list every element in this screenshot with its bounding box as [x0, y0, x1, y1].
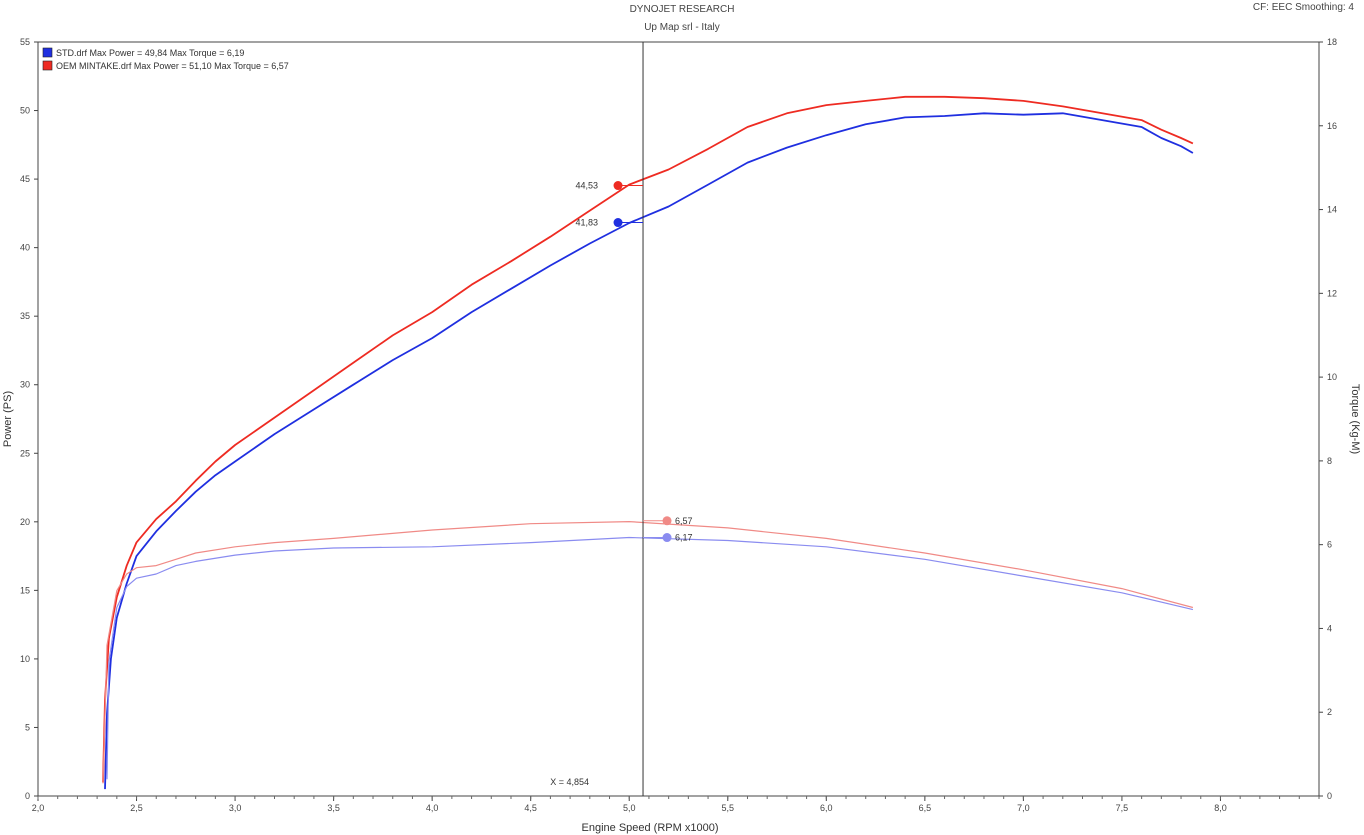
- power-marker-label: 41,83: [575, 218, 598, 228]
- legend: STD.drf Max Power = 49,84 Max Torque = 6…: [42, 47, 289, 71]
- x-tick-label: 2,0: [32, 803, 45, 813]
- series-line-power-1: [102, 95, 1194, 783]
- axis-ticks: 2,0 2,5 3,0 3,5 4,0 4,5 5,0 5,5 6,0 6,5 7,0 7,5 8,0 0…: [20, 37, 1337, 813]
- x-tick-label: 5,5: [722, 803, 735, 813]
- series-line-torque-3: [102, 520, 1194, 784]
- y-axis-label: Power (PS): [2, 391, 14, 447]
- power-marker: [613, 218, 623, 228]
- y-tick-label: 50: [20, 106, 30, 116]
- x-tick-label: 3,5: [327, 803, 340, 813]
- y-tick-label: 5: [25, 722, 30, 732]
- y-tick-label: 15: [20, 585, 30, 595]
- correction-info: CF: EEC Smoothing: 4: [1252, 2, 1354, 13]
- y2-tick-label: 16: [1327, 121, 1337, 131]
- y-tick-label: 20: [20, 517, 30, 527]
- x-tick-label: 4,0: [426, 803, 439, 813]
- y2-tick-label: 14: [1327, 205, 1337, 215]
- series-line-torque-2: [106, 536, 1194, 780]
- legend-swatch: [42, 47, 53, 58]
- x-tick-label: 2,5: [130, 803, 143, 813]
- y-tick-label: 40: [20, 243, 30, 253]
- power-marker: [613, 181, 623, 191]
- y2-tick-label: 8: [1327, 456, 1332, 466]
- x-tick-label: 6,5: [919, 803, 932, 813]
- y-tick-label: 0: [25, 791, 30, 801]
- x-tick-label: 6,0: [820, 803, 833, 813]
- torque-marker: [662, 516, 672, 526]
- legend-entry: STD.drf Max Power = 49,84 Max Torque = 6…: [56, 48, 244, 58]
- y2-tick-label: 10: [1327, 372, 1337, 382]
- y2-axis-label: Torque (Kg-M): [1349, 384, 1361, 454]
- legend-entry: OEM MINTAKE.drf Max Power = 51,10 Max To…: [56, 61, 289, 71]
- x-axis-label: Engine Speed (RPM x1000): [582, 822, 719, 834]
- cursor-x-readout: X = 4,854: [550, 777, 589, 787]
- x-tick-label: 3,0: [229, 803, 242, 813]
- x-tick-label: 7,5: [1116, 803, 1129, 813]
- chart-title: DYNOJET RESEARCH: [629, 4, 735, 15]
- plot-area: [37, 41, 1320, 797]
- y2-tick-label: 18: [1327, 37, 1337, 47]
- y2-tick-label: 0: [1327, 791, 1332, 801]
- series-line-power-0: [104, 112, 1194, 790]
- torque-marker: [662, 533, 672, 543]
- y-tick-label: 25: [20, 448, 30, 458]
- y2-tick-label: 12: [1327, 288, 1337, 298]
- x-tick-label: 8,0: [1214, 803, 1227, 813]
- y-tick-label: 10: [20, 654, 30, 664]
- torque-marker-label: 6,57: [675, 516, 693, 526]
- torque-marker-label: 6,17: [675, 533, 693, 543]
- legend-swatch: [42, 60, 53, 71]
- y2-tick-label: 6: [1327, 540, 1332, 550]
- x-tick-label: 7,0: [1017, 803, 1030, 813]
- y-tick-label: 55: [20, 37, 30, 47]
- y-tick-label: 30: [20, 380, 30, 390]
- series-lines: [102, 95, 1194, 790]
- power-marker-label: 44,53: [575, 181, 598, 191]
- y-tick-label: 35: [20, 311, 30, 321]
- chart-subtitle: Up Map srl - Italy: [644, 22, 720, 33]
- cursor-group: X = 4,854 44,53 41,83 6,57 6,17: [550, 42, 693, 796]
- y2-tick-label: 4: [1327, 623, 1332, 633]
- y-tick-label: 45: [20, 174, 30, 184]
- x-tick-label: 4,5: [524, 803, 537, 813]
- y2-tick-label: 2: [1327, 707, 1332, 717]
- x-tick-label: 5,0: [623, 803, 636, 813]
